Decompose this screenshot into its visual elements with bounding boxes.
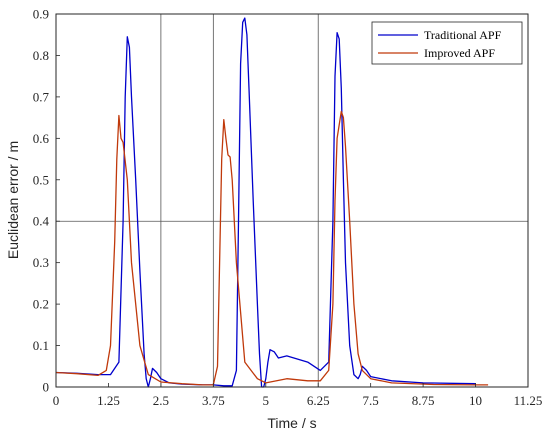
y-tick-label: 0 [43,380,50,395]
x-tick-label: 2.5 [153,393,169,408]
legend-label-traditional: Traditional APF [424,28,502,42]
legend: Traditional APF Improved APF [371,21,523,65]
series-line-improved-apf [55,110,489,386]
legend-label-improved: Improved APF [424,46,495,60]
y-tick-label: 0.6 [33,131,50,146]
y-axis-title: Euclidean error / m [5,141,21,259]
series-line-traditional-apf [55,17,476,388]
axis-ticks: 0 1.25 2.5 3.75 5 6.25 7.5 8.75 10 11.25 0 0.1 0.2 0.… [33,7,543,409]
x-tick-label: 8.75 [412,393,435,408]
legend-box [371,21,523,65]
x-tick-label: 10 [469,393,482,408]
y-tick-label: 0.7 [33,89,50,104]
x-tick-label: 5 [263,393,270,408]
y-tick-label: 0.4 [33,214,50,229]
y-tick-label: 0.3 [33,255,49,270]
x-axis-title: Time / s [267,415,316,431]
plot-frame [55,13,529,388]
reference-lines [56,14,528,387]
y-tick-label: 0.2 [33,297,49,312]
x-tick-label: 1.25 [97,393,120,408]
series-lines [55,17,489,388]
y-tick-label: 0.9 [33,7,49,22]
x-tick-label: 6.25 [307,393,330,408]
x-tick-label: 0 [53,393,60,408]
plot-background [56,14,528,387]
x-tick-label: 7.5 [363,393,379,408]
y-tick-label: 0.1 [33,338,49,353]
x-tick-label: 3.75 [202,393,225,408]
y-tick-label: 0.5 [33,172,49,187]
x-tick-label: 11.25 [514,393,543,408]
y-tick-label: 0.8 [33,48,49,63]
